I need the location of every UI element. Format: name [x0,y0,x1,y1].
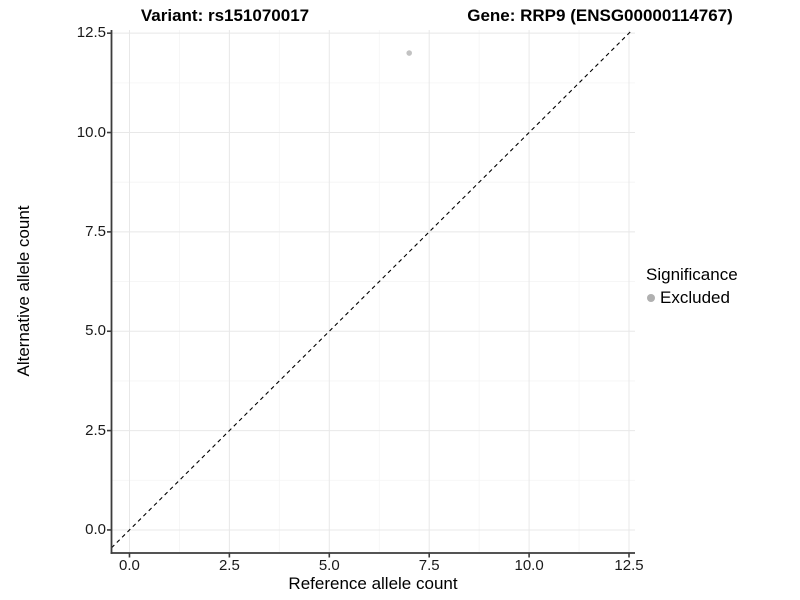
legend-entry-label: Excluded [660,288,730,307]
legend: Significance Excluded [646,265,738,308]
x-tick-label: 2.5 [218,557,240,574]
x-tick-label: 12.5 [614,557,644,574]
plot-title-gene: Gene: RRP9 (ENSG00000114767) [467,6,733,25]
y-tick-label: 5.0 [85,322,106,340]
y-tick-label: 7.5 [85,222,106,240]
y-tick-label: 10.0 [76,123,106,141]
data-point-excluded [406,50,413,56]
legend-entry-excluded: Excluded [646,288,738,308]
x-tick-label: 5.0 [318,557,340,574]
x-tick-label: 10.0 [514,557,544,574]
y-tick-label: 12.5 [76,24,106,42]
excluded-point-icon [647,294,655,302]
x-axis-title: Reference allele count [288,574,458,593]
y-tick-label: 0.0 [85,520,106,538]
legend-key [642,289,660,307]
x-tick-label: 7.5 [418,557,440,574]
identity-dashed-line [111,29,633,549]
legend-title: Significance [646,265,738,284]
plot-title-variant: Variant: rs151070017 [140,6,310,25]
x-tick-label: 0.0 [119,557,140,574]
y-tick-label: 2.5 [85,421,106,439]
y-axis-title: Alternative allele count [14,205,33,377]
